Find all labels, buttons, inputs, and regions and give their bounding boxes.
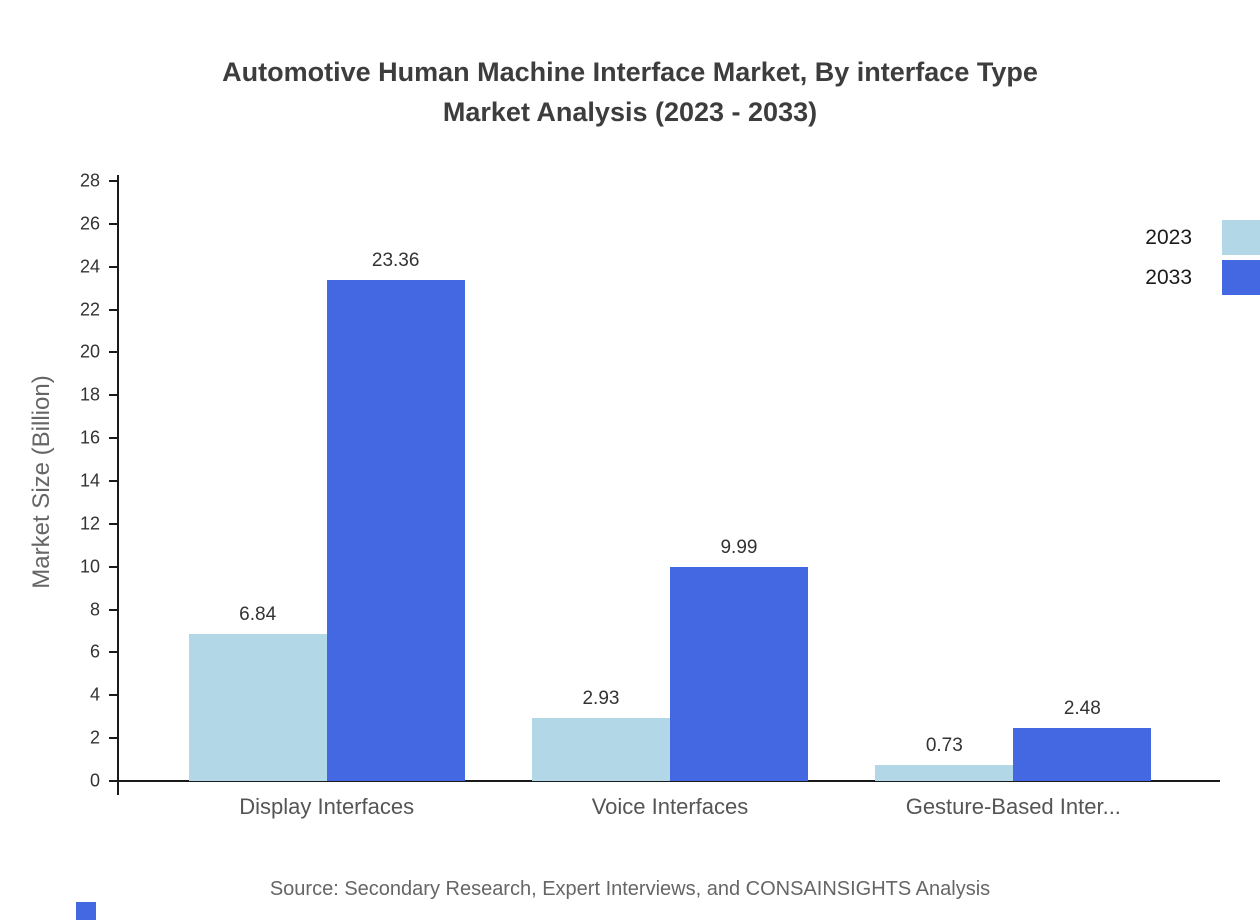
- bar-group: 2.93 9.99: [498, 181, 841, 781]
- y-tick-mark: [109, 437, 117, 440]
- y-tick-label: 14: [79, 470, 100, 491]
- y-tick-label: 4: [89, 684, 100, 705]
- y-tick-label: 2: [89, 727, 100, 748]
- bar-value-label: 9.99: [720, 536, 758, 558]
- x-category-label: Voice Interfaces: [591, 794, 749, 819]
- y-tick-label: 12: [79, 513, 100, 534]
- legend-item-2023: 2023: [1145, 220, 1260, 255]
- y-tick-mark: [109, 180, 117, 182]
- legend-label: 2023: [1145, 225, 1192, 249]
- y-axis-line: [117, 175, 119, 795]
- y-tick-label: 8: [89, 599, 100, 620]
- bar-group: 6.84 23.36: [155, 181, 498, 781]
- y-tick-label: 16: [79, 427, 100, 448]
- y-tick-label: 0: [89, 770, 100, 791]
- bar-2023: 6.84: [188, 604, 327, 781]
- legend-swatch: [1222, 260, 1260, 295]
- plot-area: 6.84 23.36 2.93 9.99 0.73 2.48: [155, 181, 1185, 781]
- y-axis-ticks: 0 2 4 6 8 10 12 14 16 18 20 22 24 26 28: [0, 171, 118, 791]
- bar-value-label: 23.36: [371, 250, 420, 272]
- bar-2033: 2.48: [1013, 698, 1152, 781]
- bar-value-label: 6.84: [239, 604, 277, 626]
- y-tick-label: 18: [79, 384, 100, 405]
- y-tick-mark: [109, 394, 117, 397]
- y-tick-label: 24: [79, 256, 100, 277]
- logo-mark: [76, 902, 96, 920]
- bar-value-label: 2.93: [582, 688, 620, 710]
- bar-2033: 23.36: [326, 250, 465, 781]
- bar-2023: 0.73: [875, 735, 1014, 781]
- y-tick-label: 10: [79, 556, 100, 577]
- y-tick-label: 26: [79, 213, 100, 234]
- bar-value-label: 2.48: [1063, 697, 1101, 719]
- y-tick-mark: [109, 265, 117, 268]
- y-tick-mark: [109, 737, 117, 740]
- y-tick-mark: [109, 565, 117, 568]
- y-tick-mark: [109, 351, 117, 354]
- y-tick-mark: [109, 608, 117, 611]
- bar-value-label: 0.73: [925, 735, 963, 757]
- y-tick-label: 6: [89, 641, 100, 662]
- x-category-label: Gesture-Based Inter...: [905, 794, 1121, 819]
- y-tick-mark: [109, 480, 117, 482]
- chart-title-line2: Market Analysis (2023 - 2033): [442, 97, 818, 127]
- source-note: Source: Secondary Research, Expert Inter…: [269, 878, 991, 900]
- bar-2033: 9.99: [669, 537, 808, 781]
- y-tick-mark: [109, 694, 117, 697]
- bar-2023: 2.93: [531, 688, 670, 781]
- chart-title-line1: Automotive Human Machine Interface Marke…: [222, 57, 1038, 87]
- x-axis-line: [109, 780, 1220, 782]
- legend: 2023 2033: [1145, 220, 1260, 300]
- y-tick-label: 28: [79, 170, 100, 191]
- legend-item-2033: 2033: [1145, 260, 1260, 295]
- legend-swatch: [1222, 220, 1260, 255]
- x-category-label: Display Interfaces: [239, 794, 415, 819]
- y-tick-mark: [109, 780, 117, 782]
- legend-label: 2033: [1145, 265, 1192, 289]
- y-tick-label: 22: [79, 299, 100, 320]
- x-axis-labels: Display Interfaces Voice Interfaces Gestur…: [155, 794, 1185, 820]
- chart-title: Automotive Human Machine Interface Marke…: [0, 52, 1260, 132]
- y-tick-mark: [109, 522, 117, 525]
- bar-group: 0.73 2.48: [842, 181, 1185, 781]
- y-tick-mark: [109, 222, 117, 225]
- y-tick-mark: [109, 651, 117, 654]
- y-tick-mark: [109, 308, 117, 311]
- y-tick-label: 20: [79, 341, 100, 362]
